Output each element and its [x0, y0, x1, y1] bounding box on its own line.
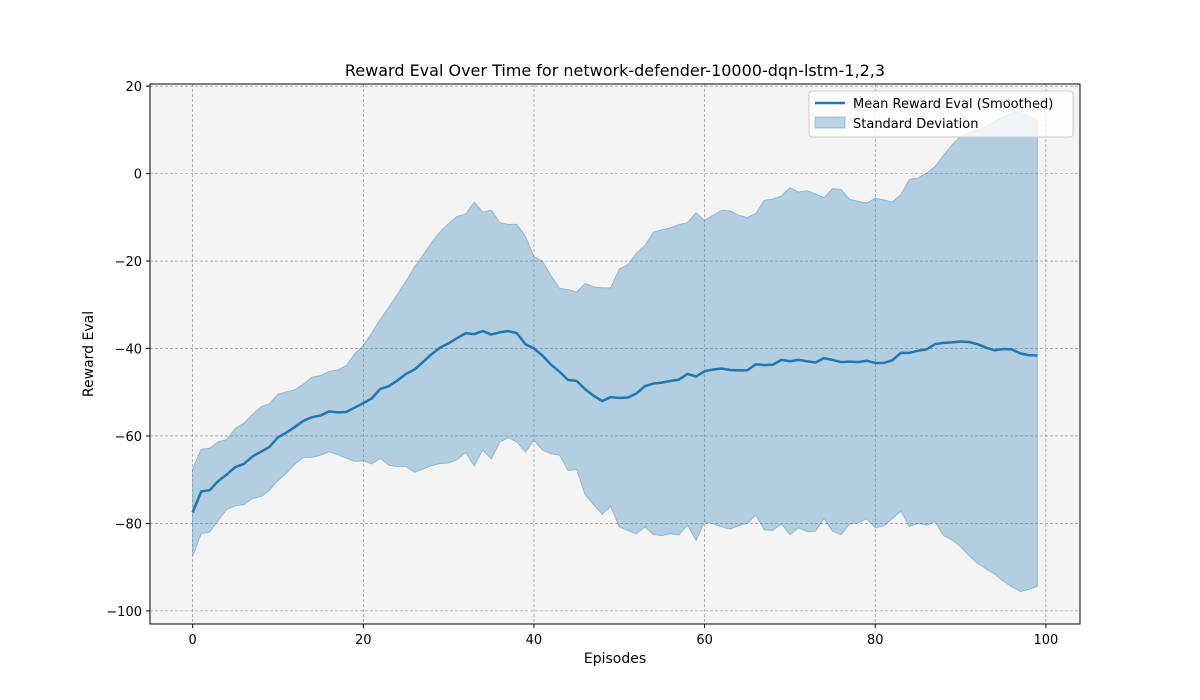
y-tick-label: 20 [125, 80, 142, 95]
plot-background [150, 84, 1080, 624]
y-axis-label: Reward Eval [81, 311, 97, 397]
x-axis-label: Episodes [584, 651, 646, 667]
legend-label-mean: Mean Reward Eval (Smoothed) [853, 97, 1053, 112]
y-tick-label: −100 [106, 605, 142, 620]
std-deviation-band [192, 111, 1038, 593]
x-tick-label: 80 [867, 633, 884, 648]
chart-title: Reward Eval Over Time for network-defend… [345, 61, 885, 80]
y-tick-label: −80 [115, 517, 142, 532]
x-tick-label: 100 [1033, 633, 1058, 648]
x-tick-label: 20 [355, 633, 372, 648]
y-tick-label: −60 [115, 430, 142, 445]
x-tick-label: 0 [189, 633, 197, 648]
y-axis-ticks: −100 −80 −60 −40 −20 0 20 [106, 80, 150, 620]
x-axis-ticks: 0 20 40 60 80 100 [189, 624, 1058, 648]
y-tick-label: −20 [115, 255, 142, 270]
x-tick-label: 60 [696, 633, 713, 648]
x-tick-label: 40 [526, 633, 543, 648]
legend: Mean Reward Eval (Smoothed) Standard Dev… [808, 90, 1074, 138]
plot-frame [149, 83, 1081, 625]
legend-band-swatch [814, 116, 846, 129]
std-band-layer [192, 111, 1038, 593]
legend-label-std: Standard Deviation [853, 117, 978, 132]
legend-box [808, 90, 1074, 138]
mean-line-layer [191, 329, 1038, 513]
y-tick-label: 0 [134, 168, 142, 183]
mean-reward-line [191, 329, 1038, 513]
y-tick-label: −40 [115, 343, 142, 358]
